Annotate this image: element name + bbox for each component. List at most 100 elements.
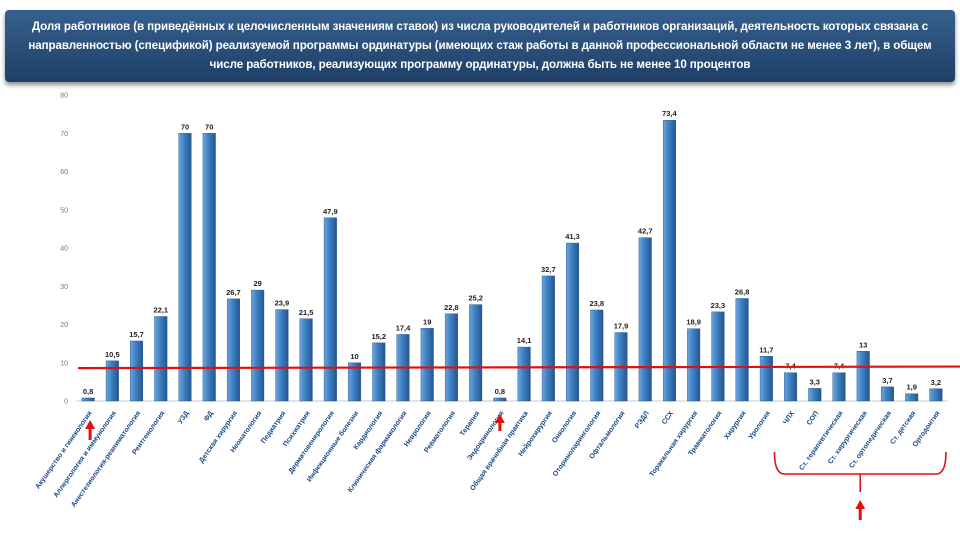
bar-value-label: 23,8 [589, 299, 604, 308]
bar-value-label: 11,7 [759, 345, 773, 354]
y-tick-label: 50 [60, 207, 68, 214]
category-label: Ст. терапевтическая [798, 410, 844, 472]
category-label: УЗД [177, 410, 191, 425]
category-label: Дерматовенерология [288, 410, 336, 475]
bar-value-label: 23,9 [275, 299, 290, 308]
y-tick-label: 60 [60, 169, 68, 176]
y-tick-label: 80 [60, 93, 68, 100]
bar [178, 133, 192, 402]
category-label: Терапия [459, 410, 481, 437]
bar [226, 298, 240, 402]
bar-value-label: 42,7 [638, 227, 653, 236]
bar-value-label: 73,4 [662, 109, 677, 118]
bar [638, 237, 652, 402]
bar-value-label: 14,1 [517, 336, 532, 345]
category-label: Урология [748, 410, 772, 441]
bar-value-label: 29 [253, 279, 261, 288]
category-label: Ст. ортопедическая [848, 410, 893, 470]
bar [154, 316, 168, 402]
bar-value-label: 41,3 [565, 232, 580, 241]
bar [469, 304, 483, 402]
bar-value-label: 3,2 [931, 378, 941, 387]
category-label: Педиатрия [260, 410, 287, 445]
category-label: Оториноларингология [552, 410, 602, 478]
bar [808, 388, 822, 402]
bar-value-label: 0,8 [495, 387, 505, 396]
category-label: Хирургия [723, 410, 747, 441]
bar [711, 311, 725, 402]
up-arrow [494, 414, 505, 431]
bar-value-label: 10 [350, 352, 358, 361]
category-label: Инфекционные болезни [305, 410, 360, 484]
bar [202, 133, 216, 402]
bar [348, 362, 362, 402]
bar [784, 372, 798, 402]
bar-value-label: 15,2 [371, 332, 386, 341]
bar-value-label: 3,3 [810, 377, 820, 386]
bar [323, 217, 337, 402]
bar [517, 346, 531, 402]
y-tick-label: 0 [64, 399, 68, 406]
bar-value-label: 17,9 [614, 322, 629, 331]
bar-value-label: 26,7 [226, 288, 241, 297]
bar-value-label: 17,4 [396, 323, 411, 332]
bar-value-label: 47,9 [323, 207, 338, 216]
bar-value-label: 21,5 [299, 308, 314, 317]
up-arrow [855, 500, 866, 520]
category-label: ССХ [661, 410, 675, 426]
bar [541, 275, 555, 402]
category-label: ФД [203, 410, 215, 423]
bar [299, 318, 313, 402]
category-label: Ст. детская [889, 410, 917, 446]
bar [81, 397, 95, 402]
bar [687, 328, 701, 402]
bar-value-label: 22,1 [153, 305, 168, 314]
category-label: Ортодонтия [912, 410, 942, 448]
category-label: Торакальная хирургия [649, 410, 700, 478]
bar [130, 340, 144, 402]
bar [493, 397, 507, 402]
category-label: СОП [806, 410, 821, 427]
bar [832, 372, 846, 402]
bar-value-label: 25,2 [468, 294, 483, 303]
bar-value-label: 3,7 [882, 376, 892, 385]
up-arrow [85, 420, 96, 440]
category-label: Онкология [551, 410, 578, 444]
bar-value-label: 23,3 [711, 301, 726, 310]
bar [880, 386, 894, 402]
bar [444, 313, 458, 402]
bar-value-label: 1,9 [906, 383, 916, 392]
chart-title: Доля работников (в приведённых к целочис… [5, 10, 955, 82]
bar-value-label: 15,7 [129, 330, 144, 339]
threshold-line [77, 365, 960, 370]
bar [372, 342, 386, 402]
bar-value-label: 22,8 [444, 303, 459, 312]
y-tick-label: 20 [60, 322, 68, 329]
bar-value-label: 19 [423, 317, 431, 326]
bar-value-label: 10,5 [105, 350, 120, 359]
bar [929, 388, 943, 402]
bar-value-label: 18,9 [686, 318, 701, 327]
bar [251, 289, 265, 402]
bar [905, 393, 919, 402]
bar [275, 309, 289, 402]
category-label: РЭДЛ [634, 410, 651, 430]
bar-value-label: 13 [859, 340, 867, 349]
up-arrow-head [855, 500, 866, 509]
category-label: ЧЛХ [782, 410, 796, 426]
bar [856, 351, 870, 402]
y-tick-label: 40 [60, 246, 68, 253]
bar-value-label: 70 [205, 122, 213, 131]
bar [420, 328, 434, 402]
up-arrow-head [85, 420, 96, 429]
bar-value-label: 0,8 [83, 387, 93, 396]
up-arrow-head [494, 414, 505, 423]
y-tick-label: 10 [60, 360, 68, 367]
bar [105, 360, 119, 402]
bar [662, 120, 676, 402]
bar-value-label: 32,7 [541, 265, 556, 274]
bar-value-label: 70 [181, 122, 189, 131]
bar [735, 298, 749, 402]
y-tick-label: 70 [60, 131, 68, 138]
